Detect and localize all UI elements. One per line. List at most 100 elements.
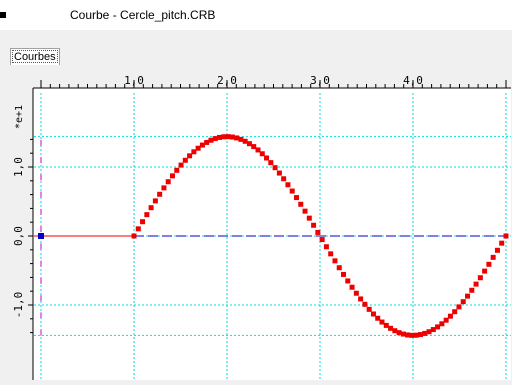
origin-marker [38,233,44,239]
series-point [341,271,347,277]
series-point [396,330,402,336]
series-point [443,317,449,323]
series-point [345,278,351,284]
series-point [157,191,163,197]
series-point [328,251,334,257]
series-point [285,182,291,188]
x-tick-marks [40,80,507,88]
series-point [255,147,261,153]
series-point [413,332,419,338]
series-point [486,261,492,267]
plot-area [33,88,511,380]
series-point [460,299,466,305]
series-point [332,258,338,264]
tab-bar: Courbes [0,44,512,66]
series-point [191,149,197,155]
series-point [144,212,150,218]
series-point [370,311,376,317]
series-point [315,229,321,235]
series-point [221,134,227,140]
series-point [405,332,411,338]
series-point [208,137,214,143]
series-point [289,188,295,194]
series-point [148,205,154,211]
tab-courbes[interactable]: Courbes [10,48,60,65]
series-point [349,284,355,290]
series-point [473,281,479,287]
series-point [353,290,359,296]
series-point [135,226,141,232]
title-bar[interactable]: Courbe - Cercle_pitch.CRB [0,0,512,30]
series-point [362,301,368,307]
y-tick-marks [28,138,33,334]
series-point [272,165,278,171]
series-point [169,173,175,179]
series-point [152,198,158,204]
series-point [217,134,223,140]
series-point [379,319,385,325]
series-point [426,329,432,335]
series-point [251,144,257,150]
series-point [276,170,282,176]
series-point [465,293,471,299]
series-point [246,141,252,147]
series-point [229,134,235,140]
series-point [161,185,167,191]
series-point [204,139,210,145]
reference-lines [34,233,511,239]
series-point [182,157,188,163]
window-icon [0,12,6,18]
y-tick-label: -1,0 [12,292,25,319]
series-point [358,296,364,302]
series-point [298,201,304,207]
series-point [187,153,193,159]
toolbar-strip [0,30,512,44]
series-point [234,135,240,141]
series-point [306,215,312,221]
series-point [302,208,308,214]
series-point [242,138,248,144]
series-point [456,304,462,310]
series-point [499,240,505,246]
series-point [238,136,244,142]
series-point [311,222,317,228]
series-point [430,327,436,333]
series-point [259,151,265,157]
series-point [503,233,509,239]
series-point [199,142,205,148]
series-point [447,313,453,319]
series-point [178,162,184,168]
series-points [131,134,509,338]
series-point [281,176,287,182]
x-tick-label: 2,0 [217,74,237,87]
series-point [435,324,441,330]
series-point [375,315,381,321]
series-point [490,254,496,260]
series-point [383,322,389,328]
series-point [131,233,137,239]
series-point [268,160,274,166]
series-point [174,167,180,173]
x-tick-label: 3,0 [310,74,330,87]
series-point [494,247,500,253]
y-tick-label: 0,0 [12,226,25,246]
series-point [482,268,488,274]
series-point [195,145,201,151]
series-point [422,330,428,336]
window-title: Courbe - Cercle_pitch.CRB [70,8,216,22]
series-point [165,179,171,185]
series-point [452,309,458,315]
series-point [336,265,342,271]
series-point [366,306,372,312]
series-point [140,219,146,225]
series-point [225,134,231,140]
y-multiplier-label: *e+1 [14,105,25,129]
x-tick-label: 1,0 [124,74,144,87]
series-point [293,195,299,201]
series-point [323,244,329,250]
series-point [477,275,483,281]
series-point [400,331,406,337]
series-point [417,332,423,338]
series-point [392,328,398,334]
